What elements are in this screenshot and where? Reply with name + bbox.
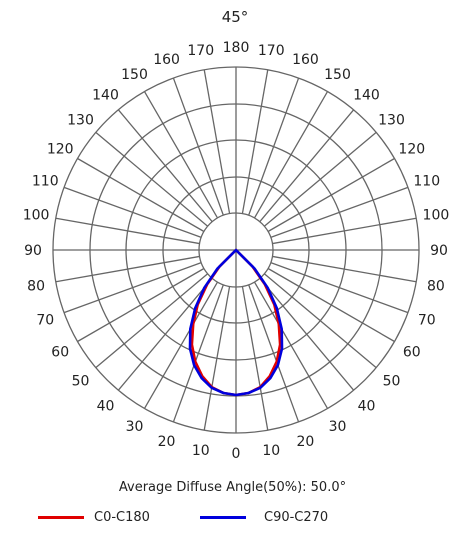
angle-label-right-8: 100 [423, 208, 450, 224]
angle-label-right-12: 60 [403, 345, 421, 361]
angle-label-left-2: 160 [153, 52, 180, 68]
grid-spoke-160 [248, 77, 300, 216]
grid-spoke-280 [55, 255, 200, 283]
grid-spoke-100 [272, 217, 417, 245]
grid-spoke-250 [63, 186, 202, 238]
grid-spoke-150 [253, 91, 329, 219]
angle-label-left-1: 170 [187, 43, 214, 59]
grid-spoke-70 [270, 262, 409, 314]
diffuse-angle-annotation: Average Diffuse Angle(50%): 50.0° [118, 480, 347, 495]
grid-spoke-330 [143, 281, 219, 409]
grid-spoke-340 [172, 284, 224, 423]
grid-spoke-110 [270, 186, 409, 238]
angle-label-right-15: 30 [329, 419, 347, 435]
angle-label-left-13: 50 [72, 373, 90, 389]
angle-label-right-18: 0 [232, 446, 241, 462]
grid-spoke-80 [272, 255, 417, 283]
angle-label-right-10: 80 [427, 278, 445, 294]
angle-label-left-14: 40 [97, 399, 115, 415]
grid-spoke-290 [63, 262, 202, 314]
grid-spoke-60 [267, 267, 395, 343]
grid-spoke-120 [267, 157, 395, 233]
angle-label-left-7: 110 [32, 174, 59, 190]
angle-label-right-4: 140 [353, 87, 380, 103]
angle-label-left-9: 90 [24, 243, 42, 259]
grid-spoke-260 [55, 217, 200, 245]
grid-spoke-190 [203, 69, 231, 214]
angle-label-left-11: 70 [36, 312, 54, 328]
angle-label-right-14: 40 [358, 399, 376, 415]
legend-swatch-c90 [200, 516, 246, 519]
legend-item-c90: C90-C270 [200, 510, 328, 525]
angle-label-left-5: 130 [67, 113, 94, 129]
angle-label-left-10: 80 [27, 278, 45, 294]
grid-spoke-230 [95, 131, 209, 227]
grid-spoke-140 [259, 109, 355, 223]
legend-item-c0: C0-C180 [38, 510, 150, 525]
legend-label-c0: C0-C180 [94, 510, 150, 525]
angle-label-left-16: 20 [158, 434, 176, 450]
legend-label-c90: C90-C270 [264, 510, 329, 525]
angle-label-right-13: 50 [383, 373, 401, 389]
grid-spoke-20 [248, 284, 300, 423]
angle-label-right-5: 130 [378, 113, 405, 129]
grid-spoke-130 [263, 131, 377, 227]
angle-label-right-6: 120 [398, 142, 425, 158]
grid-spoke-50 [263, 273, 377, 369]
angle-label-right-17: 10 [262, 443, 280, 459]
intensity-curves [188, 248, 284, 397]
grid-spoke-320 [117, 277, 213, 391]
grid-spoke-30 [253, 281, 329, 409]
angle-label-left-15: 30 [126, 419, 144, 435]
angle-label-left-17: 10 [192, 443, 210, 459]
angle-label-right-16: 20 [297, 434, 315, 450]
angle-label-right-1: 170 [258, 43, 285, 59]
series-curve-1 [188, 248, 284, 397]
legend: C0-C180 C90-C270 [0, 510, 465, 530]
angle-label-right-0: 180 [223, 40, 250, 56]
legend-swatch-c0 [38, 516, 84, 519]
angle-label-right-2: 160 [292, 52, 319, 68]
angle-label-left-12: 60 [51, 345, 69, 361]
grid-spoke-200 [172, 77, 224, 216]
chart-title: 45° [222, 8, 249, 26]
grid-spoke-300 [77, 267, 205, 343]
angle-label-right-7: 110 [413, 174, 440, 190]
angle-label-left-4: 140 [92, 87, 119, 103]
angle-label-left-6: 120 [47, 142, 74, 158]
angle-label-left-8: 100 [23, 208, 50, 224]
grid-spoke-220 [117, 109, 213, 223]
grid-spoke-310 [95, 273, 209, 369]
grid-spoke-240 [77, 157, 205, 233]
angle-label-right-9: 90 [430, 243, 448, 259]
grid-spoke-210 [143, 91, 219, 219]
angle-label-right-3: 150 [324, 67, 351, 83]
angle-label-right-11: 70 [418, 312, 436, 328]
angle-labels: 1801701601501401301201101009080706050403… [23, 40, 450, 462]
angle-label-left-3: 150 [121, 67, 148, 83]
grid-spoke-350 [203, 286, 231, 431]
grid-spoke-170 [241, 69, 269, 214]
grid-spoke-40 [259, 277, 355, 391]
grid-spoke-10 [241, 286, 269, 431]
